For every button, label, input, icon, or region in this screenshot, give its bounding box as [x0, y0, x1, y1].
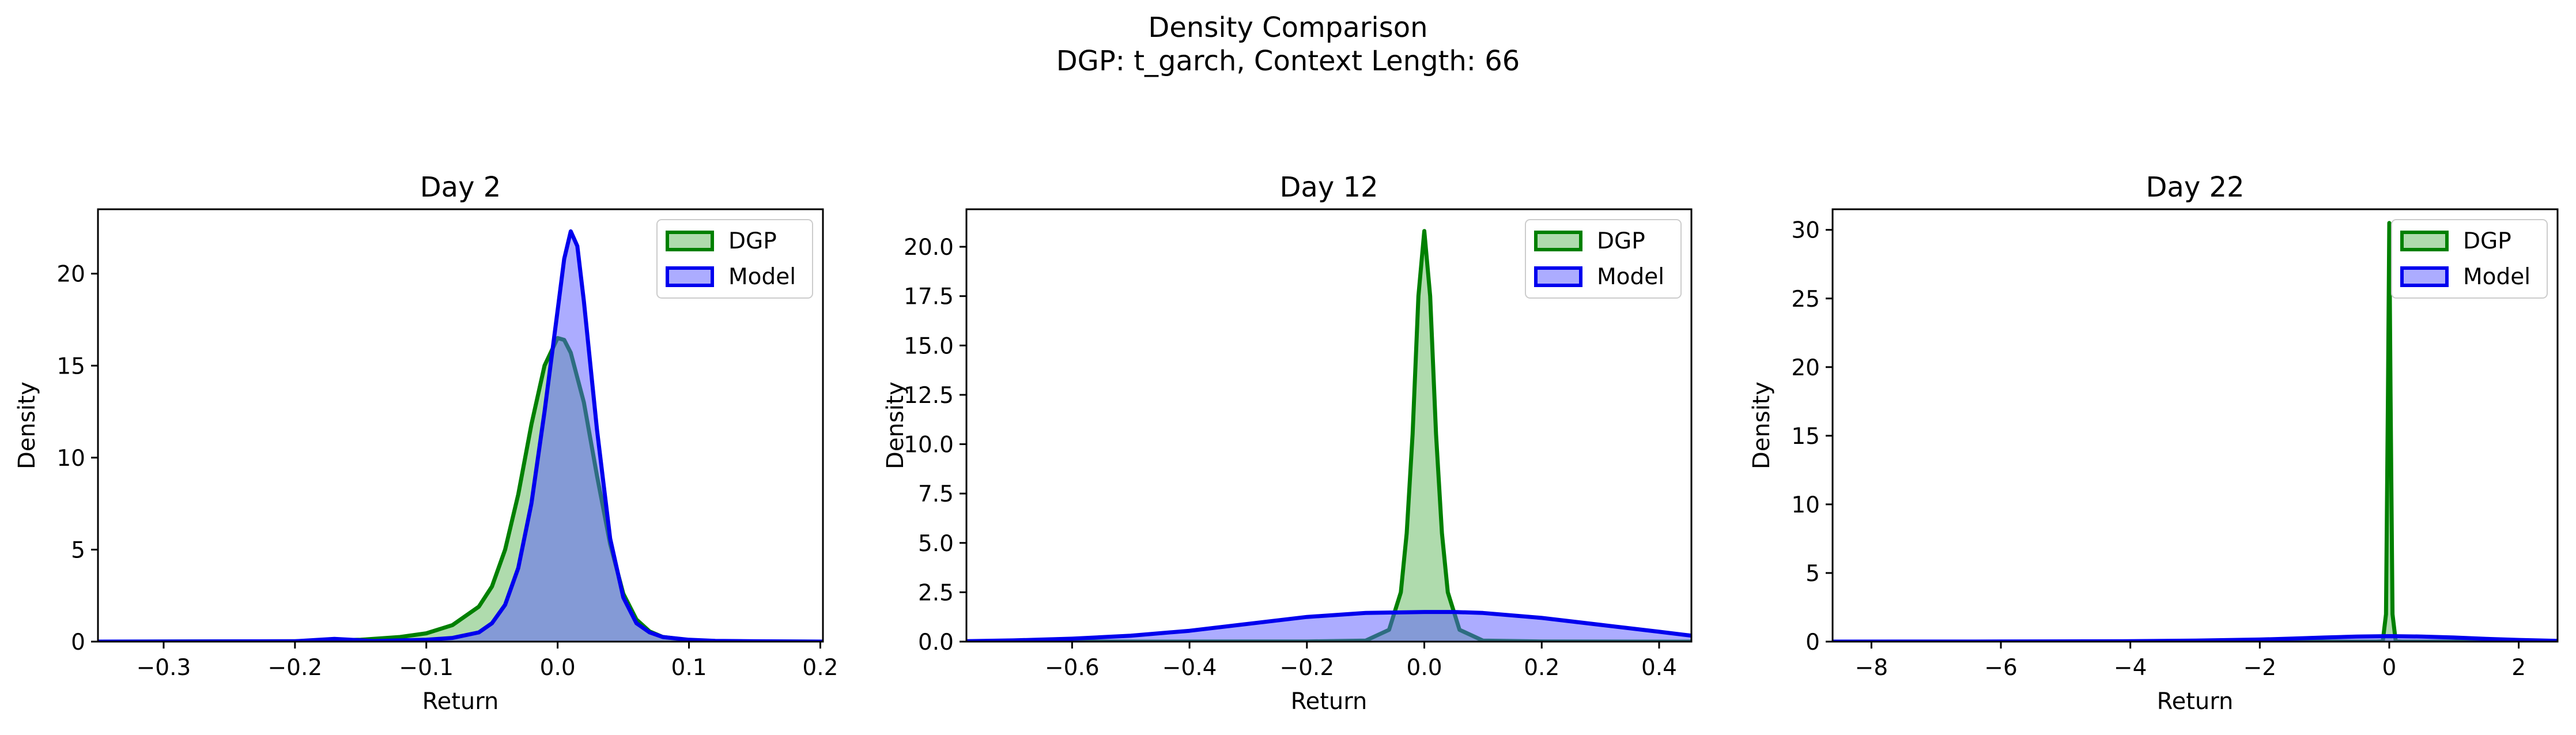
y-tick-label: 15: [1791, 424, 1820, 450]
legend-label-dgp: DGP: [2463, 228, 2511, 254]
x-tick-label: −6: [1984, 655, 2018, 681]
y-tick-label: 5.0: [918, 531, 954, 557]
x-axis-label: Return: [2157, 688, 2234, 715]
x-axis-label: Return: [422, 688, 499, 715]
y-tick-label: 0: [1806, 630, 1820, 655]
panel-day-12: −0.6 −0.4 −0.2 0.0 0.2 0.4 0.0 2.5 5.0 7.5 10.0 12.…: [882, 171, 1693, 715]
legend-swatch-dgp: [666, 231, 714, 251]
legend-swatch-model: [1534, 266, 1582, 287]
legend: DGP Model: [2391, 219, 2548, 299]
axes-frame: [965, 208, 1693, 643]
x-tick-label: −4: [2114, 655, 2147, 681]
y-tick-label: 25: [1791, 287, 1820, 312]
series-line-dgp: [98, 336, 823, 642]
x-tick-label: 0.0: [540, 655, 576, 681]
series-line-model: [98, 229, 823, 642]
y-tick-label: 0.0: [918, 630, 954, 655]
y-tick-label: 15.0: [904, 333, 954, 359]
y-axis-label: Density: [882, 382, 909, 469]
y-tick-label: 30: [1791, 218, 1820, 244]
x-tick-label: −0.6: [1045, 655, 1100, 681]
panel-title: Day 12: [1279, 171, 1378, 203]
y-tick-label: 10.0: [904, 432, 954, 458]
legend-swatch-dgp: [2400, 231, 2449, 251]
y-tick-label: 20: [56, 262, 85, 288]
y-tick-label: 12.5: [904, 383, 954, 409]
y-tick-label: 10: [56, 446, 85, 472]
y-tick-label: 20: [1791, 355, 1820, 381]
legend: DGP Model: [1525, 219, 1682, 299]
y-tick-label: 10: [1791, 492, 1820, 518]
panel-title: Day 2: [420, 171, 501, 203]
y-axis-label: Density: [14, 382, 40, 469]
figure-title-line-1: Density Comparison: [1148, 12, 1427, 44]
plot-area: [966, 229, 1691, 642]
x-tick-label: −0.3: [137, 655, 191, 681]
legend-swatch-dgp: [1534, 231, 1582, 251]
y-tick-label: 20.0: [904, 235, 954, 261]
x-tick-label: −0.4: [1162, 655, 1217, 681]
y-tick-label: 17.5: [904, 284, 954, 310]
y-axis-label: Density: [1748, 382, 1775, 469]
legend-label-dgp: DGP: [728, 228, 777, 254]
y-tick-label: 5: [71, 537, 85, 563]
axes-frame: [97, 208, 824, 643]
legend-label-model: Model: [1597, 264, 1664, 290]
series-fill-dgp: [98, 338, 823, 642]
x-tick-label: 0.1: [671, 655, 707, 681]
plot-area: [98, 229, 823, 642]
y-tick-label: 7.5: [918, 481, 954, 507]
legend-label-model: Model: [728, 264, 796, 290]
x-axis-label: Return: [1291, 688, 1368, 715]
y-tick-label: 15: [56, 353, 85, 379]
legend: DGP Model: [656, 219, 813, 299]
x-tick-label: 0.0: [1407, 655, 1442, 681]
legend-label-dgp: DGP: [1597, 228, 1645, 254]
legend-swatch-model: [2400, 266, 2449, 287]
panel-title: Day 22: [2146, 171, 2244, 203]
x-tick-label: 0.2: [1524, 655, 1559, 681]
legend-swatch-model: [666, 266, 714, 287]
x-tick-label: 0: [2382, 655, 2397, 681]
axes-frame: [1831, 208, 2559, 643]
panel-day-2: −0.3 −0.2 −0.1 0.0 0.1 0.2 0 5 10 15 20 Day 2 Return…: [14, 171, 838, 715]
y-tick-label: 0: [71, 630, 85, 655]
series-fill-model: [966, 612, 1691, 642]
x-tick-label: −8: [1855, 655, 1888, 681]
series-line-model: [966, 610, 1691, 642]
x-tick-label: −0.2: [1279, 655, 1334, 681]
y-tick-label: 5: [1806, 561, 1820, 587]
x-tick-label: −2: [2243, 655, 2277, 681]
x-tick-label: 2: [2511, 655, 2526, 681]
x-tick-label: −0.2: [267, 655, 322, 681]
x-tick-label: 0.2: [802, 655, 838, 681]
x-tick-label: −0.1: [399, 655, 454, 681]
legend-label-model: Model: [2463, 264, 2530, 290]
y-tick-label: 2.5: [918, 580, 954, 606]
x-tick-label: 0.4: [1641, 655, 1677, 681]
figure-title-line-2: DGP: t_garch, Context Length: 66: [1056, 45, 1520, 77]
